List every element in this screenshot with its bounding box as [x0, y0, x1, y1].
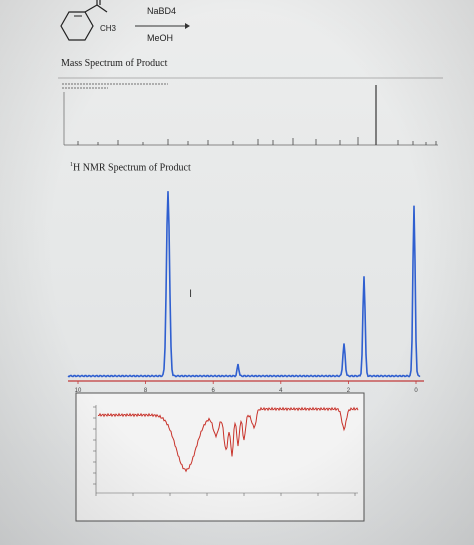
- mass-spectrum-plot: [58, 77, 443, 146]
- nmr-spectrum-title: 1H NMR Spectrum of Product: [70, 162, 191, 173]
- mass-spectrum-title: Mass Spectrum of Product: [61, 58, 168, 69]
- nmr-title-superscript: 1: [70, 162, 73, 168]
- acetophenone-structure: [60, 0, 108, 41]
- nmr-tick-label: 10: [75, 388, 82, 394]
- text-cursor-icon: I: [189, 288, 193, 300]
- nmr-title-text: H NMR Spectrum of Product: [73, 162, 191, 174]
- nmr-tick-label: 6: [212, 388, 216, 394]
- nmr-tick-label: 0: [414, 388, 418, 394]
- ir-spectrum-plot: [75, 392, 365, 522]
- nmr-tick-label: 4: [279, 388, 283, 394]
- nmr-spectrum-plot: 10 8 6 4 2 0: [67, 191, 424, 394]
- nmr-tick-label: 2: [347, 388, 351, 394]
- methyl-label: CH3: [100, 24, 117, 33]
- reaction-arrow: [135, 23, 190, 29]
- nmr-tick-label: 8: [144, 388, 148, 394]
- solvent-label: MeOH: [147, 33, 174, 43]
- reagent-label: NaBD4: [147, 6, 177, 16]
